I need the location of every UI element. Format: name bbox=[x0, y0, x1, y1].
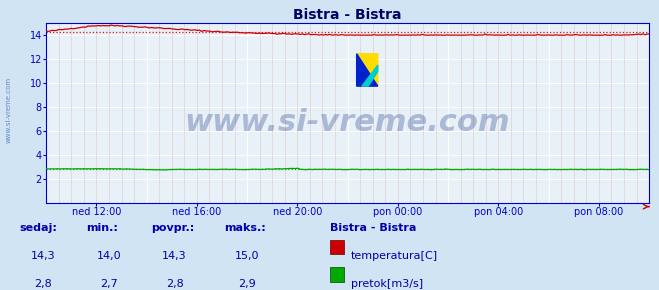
Text: Bistra - Bistra: Bistra - Bistra bbox=[330, 223, 416, 233]
Title: Bistra - Bistra: Bistra - Bistra bbox=[293, 8, 402, 22]
Text: 2,8: 2,8 bbox=[166, 279, 183, 289]
Text: 2,8: 2,8 bbox=[34, 279, 51, 289]
Polygon shape bbox=[357, 54, 378, 86]
Text: sedaj:: sedaj: bbox=[20, 223, 57, 233]
Text: 2,7: 2,7 bbox=[100, 279, 117, 289]
Text: www.si-vreme.com: www.si-vreme.com bbox=[185, 108, 511, 137]
Text: temperatura[C]: temperatura[C] bbox=[351, 251, 438, 261]
Bar bbox=[330, 267, 344, 282]
Text: min.:: min.: bbox=[86, 223, 117, 233]
Polygon shape bbox=[362, 65, 378, 86]
Polygon shape bbox=[357, 54, 378, 86]
Text: 15,0: 15,0 bbox=[235, 251, 260, 261]
Text: 14,3: 14,3 bbox=[30, 251, 55, 261]
Text: maks.:: maks.: bbox=[224, 223, 266, 233]
Text: 14,0: 14,0 bbox=[96, 251, 121, 261]
Text: www.si-vreme.com: www.si-vreme.com bbox=[5, 77, 12, 143]
Text: 14,3: 14,3 bbox=[162, 251, 187, 261]
Text: povpr.:: povpr.: bbox=[152, 223, 195, 233]
Text: pretok[m3/s]: pretok[m3/s] bbox=[351, 279, 422, 289]
Bar bbox=[330, 240, 344, 254]
Text: 2,9: 2,9 bbox=[239, 279, 256, 289]
